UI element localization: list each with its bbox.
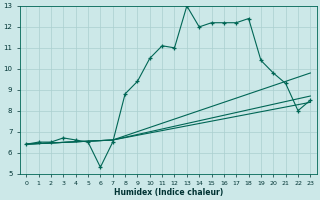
X-axis label: Humidex (Indice chaleur): Humidex (Indice chaleur) <box>114 188 223 197</box>
